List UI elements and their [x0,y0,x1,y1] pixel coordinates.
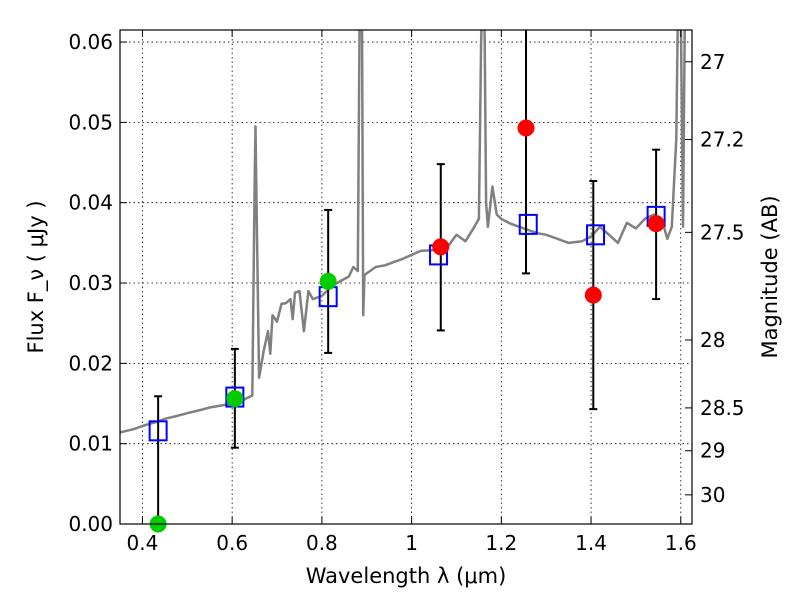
x-axis-ticks: 0.4 0.6 0.8 1 1.2 1.4 1.6 [127,30,697,555]
y-tick-label: 0.06 [68,30,113,54]
x-tick-label: 0.4 [127,531,159,555]
x-tick-label: 0.6 [216,531,248,555]
x-tick-label: 1.2 [485,531,517,555]
x-tick-label: 1.6 [665,531,697,555]
x-tick-label: 1 [405,531,418,555]
circle-marker [432,238,450,256]
y-tick-label: 0.04 [68,191,113,215]
y-tick-label: 0.01 [68,432,113,456]
y-tick-label: 0.00 [68,512,113,536]
spectrum-line [120,30,686,434]
right-tick-label: 27 [700,50,725,74]
right-tick-label: 27.2 [700,128,745,152]
x-axis-label: Wavelength λ (μm) [306,564,507,588]
y-axis-ticks: 0.00 0.01 0.02 0.03 0.04 0.05 0.06 [68,30,127,536]
square-marker [586,224,606,246]
circle-marker [319,272,337,290]
y-tick-label: 0.03 [68,271,113,295]
y-tick-label: 0.05 [68,110,113,134]
right-tick-label: 28 [700,328,725,352]
model-spectrum [120,30,686,434]
right-tick-label: 29 [700,439,725,463]
y-tick-label: 0.02 [68,351,113,375]
right-tick-label: 27.5 [700,220,745,244]
right-tick-label: 30 [700,483,725,507]
right-axis-ticks: 27 27.2 27.5 28 28.5 29 30 [685,50,745,507]
x-tick-label: 0.8 [306,531,338,555]
x-tick-label: 1.4 [575,531,607,555]
square-marker [148,420,168,442]
right-axis-label: Magnitude (AB) [758,195,782,358]
circle-marker [226,390,244,408]
circle-marker [647,215,665,233]
square-marker [518,213,538,235]
right-tick-label: 28.5 [700,396,745,420]
circle-marker [584,286,602,304]
data-markers [148,119,666,533]
y-axis-label: Flux F_ν ( μJy ) [24,200,49,353]
plot-frame [119,29,693,525]
circle-marker [517,119,535,137]
